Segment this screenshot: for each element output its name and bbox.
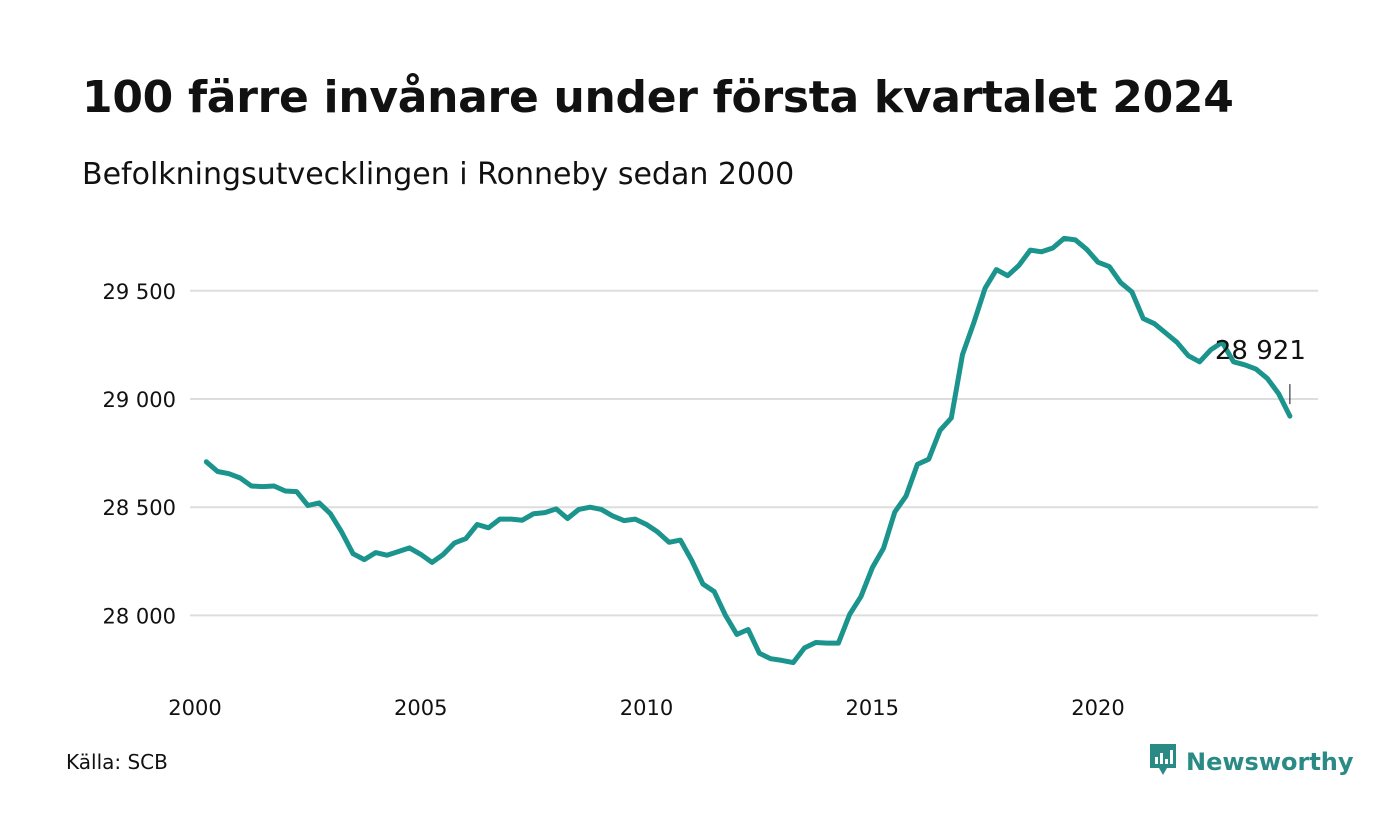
end-value-label: 28 921 [1215, 336, 1306, 366]
x-tick-label: 2000 [168, 696, 221, 720]
x-axis: 2000 2005 2010 2015 2020 [168, 696, 1124, 720]
y-tick-label: 29 000 [103, 388, 176, 412]
y-tick-label: 28 500 [103, 496, 176, 520]
y-tick-label: 28 000 [103, 604, 176, 628]
x-tick-label: 2010 [620, 696, 673, 720]
y-tick-label: 29 500 [103, 280, 176, 304]
bar-chart-speech-bubble-icon [1148, 742, 1178, 782]
brand-logo: Newsworthy [1148, 744, 1354, 780]
x-tick-label: 2020 [1071, 696, 1124, 720]
grid-lines [190, 289, 1318, 617]
series-line-population [203, 235, 1293, 666]
y-axis: 28 000 28 500 29 000 29 500 [103, 280, 176, 629]
source-credit: Källa: SCB [66, 750, 168, 774]
chart-title: 100 färre invånare under första kvartale… [82, 72, 1234, 123]
brand-name: Newsworthy [1186, 748, 1354, 776]
chart-subtitle: Befolkningsutvecklingen i Ronneby sedan … [82, 157, 795, 192]
x-tick-label: 2015 [846, 696, 899, 720]
x-tick-label: 2005 [394, 696, 447, 720]
